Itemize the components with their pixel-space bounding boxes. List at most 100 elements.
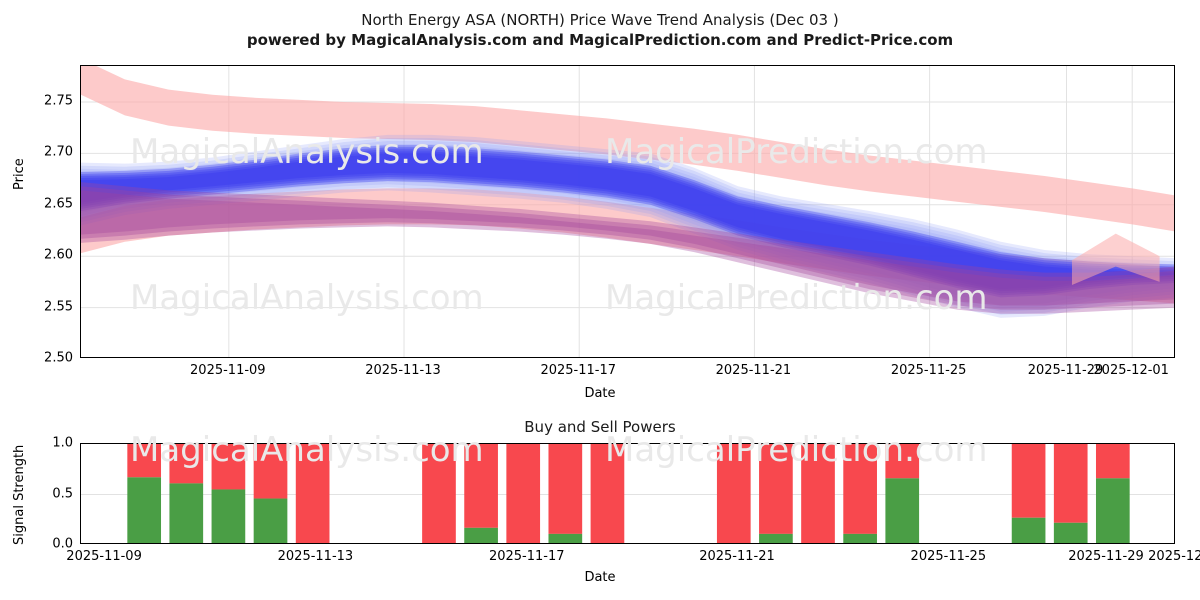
blue-wave-layer [81,141,1174,312]
price-y-tick: 2.60 [44,247,73,263]
powers-chart-panel [80,443,1175,544]
power-bar[interactable] [548,444,583,544]
buy-power-segment [253,498,288,543]
page-title: North Energy ASA (NORTH) Price Wave Tren… [361,11,839,29]
price-x-tick: 2025-11-29 [1027,363,1104,378]
sell-power-segment [295,444,330,543]
power-bar[interactable] [885,444,920,544]
power-bar[interactable] [169,444,204,544]
sell-power-segment [253,444,288,499]
powers-x-tick: 2025-11-25 [910,549,987,564]
buy-power-segment [169,483,204,543]
powers-x-tick-labels: 2025-11-09 2025-11-13 2025-11-17 2025-11-21… [0,549,1200,569]
sell-power-segment [422,444,456,543]
price-y-tick: 2.50 [44,350,73,366]
outer-range-lower-ribbon [81,188,1174,304]
power-bar[interactable] [211,444,246,544]
powers-x-tick: 2025-11-29 [1068,549,1144,564]
power-bar[interactable] [1011,444,1046,544]
powers-chart-title: Buy and Sell Powers [524,418,676,436]
price-x-tick: 2025-11-09 [190,363,266,378]
buy-power-segment [211,489,246,543]
power-bar[interactable] [1095,444,1130,544]
sell-power-segment [1053,444,1088,523]
powers-x-axis-label: Date [584,570,616,585]
powers-y-tick: 0.5 [52,486,73,501]
buy-power-segment [127,477,162,543]
sell-power-segment [548,444,583,534]
sell-power-segment [885,444,920,479]
price-x-axis-label: Date [584,386,616,401]
price-y-tick: 2.70 [44,144,73,160]
blue-core-layer [81,151,1174,296]
power-bar[interactable] [843,444,877,544]
sell-power-segment [1095,444,1130,479]
power-bar[interactable] [464,444,498,544]
sell-power-segment [211,444,246,490]
power-bar[interactable] [422,444,456,544]
sell-power-segment [464,444,498,528]
power-bar[interactable] [127,444,162,544]
blue-wave-layer [81,144,1174,315]
blue-wave-layer [81,137,1174,309]
powers-x-tick: 2025-12-01 [1148,549,1200,564]
page-subtitle: powered by MagicalAnalysis.com and Magic… [246,31,954,49]
power-bar[interactable] [1053,444,1088,544]
power-bar[interactable] [295,444,330,544]
sell-power-segment [843,444,877,534]
blue-wave-layer [81,134,1174,306]
powers-bars-svg [81,444,1174,544]
power-bar[interactable] [506,444,541,544]
sell-power-segment [716,444,751,543]
price-chart-panel [80,65,1175,358]
power-bar[interactable] [716,444,751,544]
price-y-tick: 2.65 [44,196,73,212]
sell-power-segment [169,444,204,484]
powers-x-tick: 2025-11-09 [66,549,142,564]
price-x-tick: 2025-11-13 [365,363,441,378]
price-x-tick: 2025-12-01 [1093,363,1169,378]
price-wave-svg [81,66,1174,357]
power-bar[interactable] [759,444,793,544]
power-bar[interactable] [253,444,288,544]
buy-power-segment [843,533,877,543]
buy-power-segment [464,527,498,543]
purple-band-layer [81,182,1174,306]
sell-power-segment [590,444,625,543]
sell-power-segment [127,444,162,478]
powers-x-tick: 2025-11-21 [699,549,775,564]
price-right-wedge [1071,233,1160,285]
blue-core-layer [81,145,1174,290]
blue-wave-layer [81,147,1174,318]
price-y-tick: 2.75 [44,93,73,109]
sell-power-segment [506,444,541,543]
blue-core-layer [81,153,1174,298]
buy-power-segment [885,478,920,543]
powers-y-tick: 1.0 [52,435,73,451]
price-x-tick-labels: 2025-11-09 2025-11-13 2025-11-17 2025-11-21… [0,363,1200,383]
price-y-tick-labels: 2.50 2.55 2.60 2.65 2.70 2.75 [0,65,73,365]
powers-x-tick: 2025-11-13 [277,549,354,564]
purple-band-layer [81,186,1174,310]
powers-plot-area [80,443,1175,544]
buy-power-segment [548,533,583,543]
powers-y-tick-labels: 0.0 0.5 1.0 [0,436,73,552]
sell-power-segment [1011,444,1046,518]
price-x-tick: 2025-11-21 [715,363,792,378]
price-plot-area [80,65,1175,358]
buy-power-segment [1053,522,1088,543]
buy-power-segment [1095,478,1130,543]
powers-y-tick: 0.0 [52,536,73,552]
powers-x-tick: 2025-11-17 [488,549,565,564]
blue-core-layer [81,147,1174,292]
price-y-tick: 2.55 [44,299,73,315]
outer-range-upper-ribbon [81,66,1174,232]
sell-power-segment [759,444,793,534]
power-bar[interactable] [801,444,835,544]
sell-power-segment [801,444,835,543]
power-bar[interactable] [590,444,625,544]
price-x-tick: 2025-11-25 [890,363,967,378]
title-block: North Energy ASA (NORTH) Price Wave Tren… [0,10,1200,50]
blue-core-layer [81,149,1174,294]
